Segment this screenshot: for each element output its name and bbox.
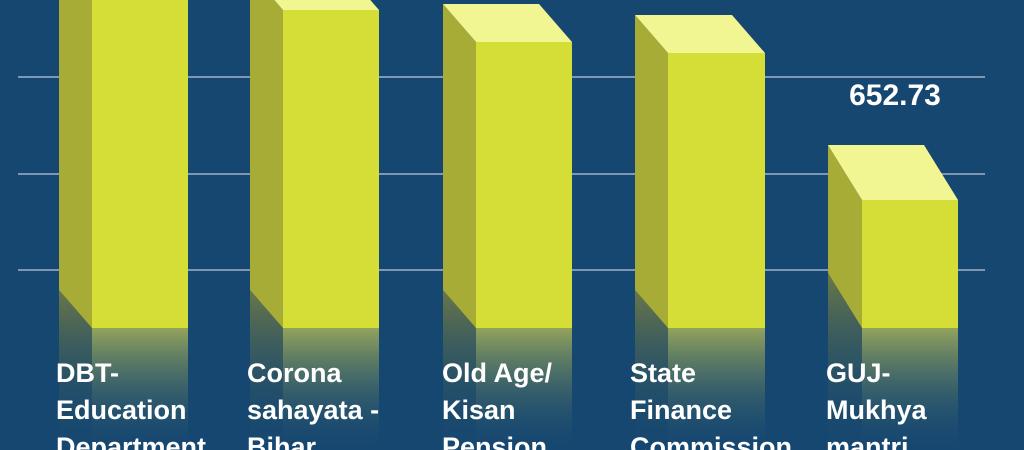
category-label-3: Old Age/Kisan Pension [442,358,553,450]
category-label-line: Education [56,395,187,425]
bar-top-face [443,4,572,42]
category-label-line: DBT- [56,358,119,388]
category-label-line: Kisan [442,395,516,425]
bar-side-face [59,0,92,328]
category-label-line: GUJ- [826,358,891,388]
bar-side-face [250,0,283,328]
reflection-front [476,328,572,450]
reflection-front [283,328,379,450]
bar-4 [635,15,765,328]
category-label-1: DBT- Education Department [56,358,206,450]
reflection-front [862,328,958,450]
bar-front-face [92,0,188,328]
category-label-line: Corona [247,358,342,388]
bar-front-face [862,200,958,328]
bar-reflection-1 [59,290,188,450]
bar-top-face [828,145,958,200]
category-label-5: GUJ- Mukhya mantri [826,358,928,450]
bar-front-face [283,10,379,328]
bar-reflections [59,273,958,450]
bar-3 [443,4,572,328]
category-label-line: State [630,358,696,388]
bar-side-face [635,15,668,328]
value-label-5: 652.73 [849,79,941,112]
reflection-side [250,290,283,450]
bar-top-face [635,15,765,53]
labels: DBT- Education Department Corona sahayata - B… [56,79,941,450]
bar-front-face [476,42,572,328]
bar-reflection-5 [828,273,958,450]
bar-front-face [668,53,765,328]
reflection-side [828,273,862,450]
bar-side-face [828,145,862,328]
bars [59,0,958,328]
category-label-4: State Finance Commission [630,358,792,450]
reflection-side [635,290,668,450]
reflection-side [443,290,476,450]
category-label-line: sahayata - [247,395,379,425]
bar-1 [59,0,188,328]
reflection-front [92,328,188,450]
category-label-line: Department [56,432,206,450]
reflection-front [668,328,765,450]
bar-reflection-4 [635,290,765,450]
bar-top-face [274,0,379,10]
category-label-line: Finance [630,395,732,425]
category-label-line: Bihar [247,432,317,450]
bar-side-face [443,4,476,328]
bar-5 [828,145,958,328]
category-label-line: Pension [442,432,547,450]
category-label-line: Old Age/ [442,358,553,388]
bar-reflection-3 [443,290,572,450]
bar-2 [250,0,379,328]
reflection-side [59,290,92,450]
bar-reflection-2 [250,290,379,450]
category-label-line: Commission [630,432,792,450]
category-label-line: Mukhya [826,395,928,425]
category-label-line: mantri [826,432,909,450]
category-label-2: Corona sahayata - Bihar [247,358,379,450]
